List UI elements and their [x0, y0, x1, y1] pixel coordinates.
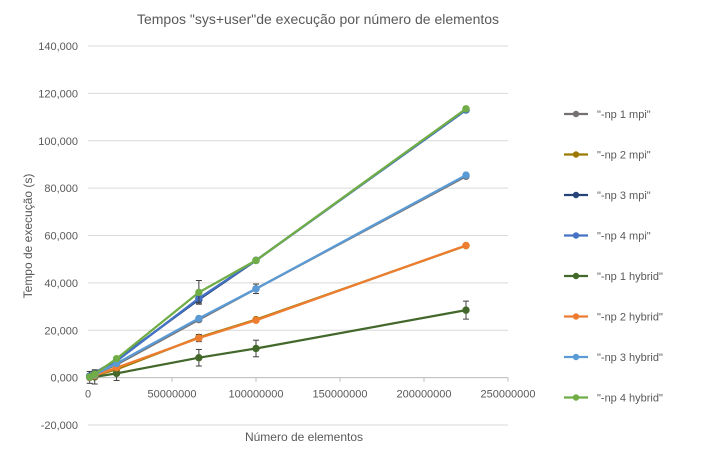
- legend-label: "-np 1 hybrid": [597, 271, 663, 283]
- series-line: [89, 308, 467, 379]
- data-point: [462, 171, 470, 179]
- legend-entry-1: "-np 1 mpi": [564, 109, 651, 121]
- x-axis-label: Número de elementos: [245, 430, 363, 444]
- axes: -20,000 0,000 20,000 40,000 60,000 80,000 100,…: [38, 41, 535, 432]
- series-layer: [85, 105, 470, 385]
- legend-swatch-marker: [572, 191, 580, 199]
- y-tick-label: -20,000: [41, 420, 78, 432]
- x-tick-label: 50000000: [148, 389, 197, 401]
- legend-label: "-np 1 mpi": [597, 109, 651, 121]
- legend-swatch-marker: [572, 394, 580, 401]
- data-point: [195, 288, 203, 297]
- legend-swatch-marker: [572, 151, 580, 158]
- data-point: [252, 285, 260, 293]
- data-point: [195, 354, 203, 362]
- data-point: [252, 344, 260, 353]
- legend-swatch-marker: [572, 353, 580, 361]
- legend-entry-6: "-np 2 hybrid": [564, 312, 663, 324]
- data-point: [462, 241, 470, 250]
- series-line: [89, 174, 467, 379]
- legend-label: "-np 3 mpi": [597, 190, 651, 202]
- y-tick-label: 60,000: [44, 231, 78, 243]
- legend-label: "-np 4 mpi": [597, 231, 651, 243]
- data-point: [252, 316, 260, 325]
- legend-swatch-marker: [572, 272, 580, 280]
- data-point: [462, 306, 470, 314]
- legend-entry-2: "-np 2 mpi": [564, 150, 651, 162]
- y-tick-label: 100,000: [38, 136, 78, 148]
- data-point: [462, 105, 470, 113]
- legend: "-np 1 mpi" "-np 2 mpi" "-np 3 mpi" "-np 4 …: [564, 109, 663, 405]
- legend-swatch-marker: [572, 232, 580, 239]
- legend-entry-3: "-np 3 mpi": [564, 190, 651, 202]
- legend-label: "-np 2 hybrid": [597, 312, 663, 324]
- y-tick-label: 140,000: [38, 41, 78, 53]
- legend-label: "-np 4 hybrid": [597, 393, 663, 405]
- y-tick-label: 0,000: [50, 373, 78, 385]
- data-point: [195, 334, 203, 342]
- gridlines: [88, 45, 508, 426]
- x-tick-label: 200000000: [396, 389, 451, 401]
- series-line: [89, 244, 467, 379]
- series-8: [85, 105, 470, 381]
- x-tick-label: 250000000: [480, 389, 535, 401]
- data-point: [252, 256, 260, 265]
- legend-entry-5: "-np 1 hybrid": [564, 271, 663, 283]
- legend-swatch-marker: [572, 313, 580, 320]
- x-tick-label: 100000000: [228, 389, 283, 401]
- legend-entry-4: "-np 4 mpi": [564, 231, 651, 243]
- chart-title: Tempos "sys+user"de execução por número …: [137, 11, 499, 27]
- x-tick-label: 150000000: [312, 389, 367, 401]
- x-tick-label: 0: [85, 389, 91, 401]
- data-point: [91, 370, 99, 378]
- legend-swatch-marker: [572, 110, 580, 118]
- legend-entry-8: "-np 4 hybrid": [564, 393, 663, 405]
- series-7: [85, 171, 470, 381]
- y-tick-label: 20,000: [44, 325, 78, 337]
- data-point: [195, 314, 203, 323]
- legend-entry-7: "-np 3 hybrid": [564, 352, 663, 364]
- legend-label: "-np 3 hybrid": [597, 352, 663, 364]
- y-tick-label: 40,000: [44, 278, 78, 290]
- legend-label: "-np 2 mpi": [597, 150, 651, 162]
- data-point: [112, 354, 121, 363]
- y-axis-label: Tempo de execução (s): [21, 174, 35, 299]
- series-line: [89, 107, 467, 378]
- y-tick-label: 80,000: [44, 183, 78, 195]
- y-tick-label: 120,000: [38, 88, 78, 100]
